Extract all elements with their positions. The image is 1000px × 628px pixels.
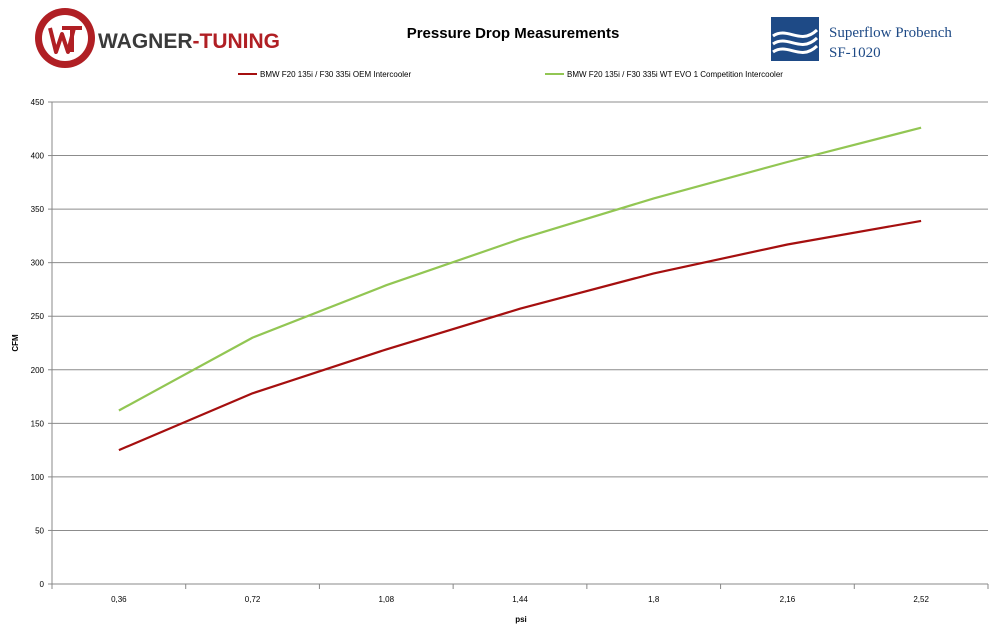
y-tick-label: 0 bbox=[40, 580, 45, 589]
y-tick-label: 50 bbox=[35, 526, 44, 535]
superflow-logo-square bbox=[771, 17, 819, 61]
x-tick-label: 1,44 bbox=[512, 595, 528, 604]
series-line-oem bbox=[118, 219, 922, 452]
superflow-wave-2 bbox=[772, 36, 819, 46]
y-tick-label: 300 bbox=[31, 259, 45, 268]
y-axis-label: CFM bbox=[11, 334, 20, 352]
x-tick-label: 1,08 bbox=[378, 595, 394, 604]
brand-left-part1: WAGNER bbox=[98, 30, 193, 53]
legend-label-oem: BMW F20 135i / F30 335i OEM Intercooler bbox=[260, 70, 412, 79]
y-tick-label: 350 bbox=[31, 205, 45, 214]
superflow-logo: Superflow Probench SF-1020 bbox=[771, 17, 952, 61]
y-tick-label: 200 bbox=[31, 366, 45, 375]
y-tick-label: 150 bbox=[31, 419, 45, 428]
series-line-evo bbox=[118, 126, 922, 412]
y-tick-label: 250 bbox=[31, 312, 45, 321]
legend-label-evo: BMW F20 135i / F30 335i WT EVO 1 Competi… bbox=[567, 70, 783, 79]
x-axis-label: psi bbox=[515, 615, 527, 624]
y-tick-label: 100 bbox=[31, 473, 45, 482]
wagner-logo-mark bbox=[48, 26, 82, 54]
x-tick-label: 2,52 bbox=[913, 595, 929, 604]
brand-right-line2: SF-1020 bbox=[829, 45, 881, 61]
x-tick-label: 2,16 bbox=[780, 595, 796, 604]
x-tick-label: 0,72 bbox=[245, 595, 261, 604]
plot-area: 0 50 100 150 200 250 300 350 400 450 0,36 0,72 1,08 1… bbox=[31, 98, 989, 604]
superflow-wave-1 bbox=[772, 28, 819, 38]
chart-title: Pressure Drop Measurements bbox=[407, 25, 620, 42]
brand-right-line1: Superflow Probench bbox=[829, 25, 952, 41]
y-tick-label: 450 bbox=[31, 98, 45, 107]
legend: BMW F20 135i / F30 335i OEM Intercooler … bbox=[238, 70, 783, 79]
y-tick-label: 400 bbox=[31, 152, 45, 161]
brand-left-part2: -TUNING bbox=[193, 30, 281, 53]
superflow-wave-3 bbox=[772, 44, 819, 54]
x-tick-label: 0,36 bbox=[111, 595, 127, 604]
brand-left-text: WAGNER-TUNING bbox=[98, 30, 280, 53]
x-tick-label: 1,8 bbox=[648, 595, 660, 604]
wagner-tuning-logo: WAGNER-TUNING bbox=[35, 8, 280, 68]
